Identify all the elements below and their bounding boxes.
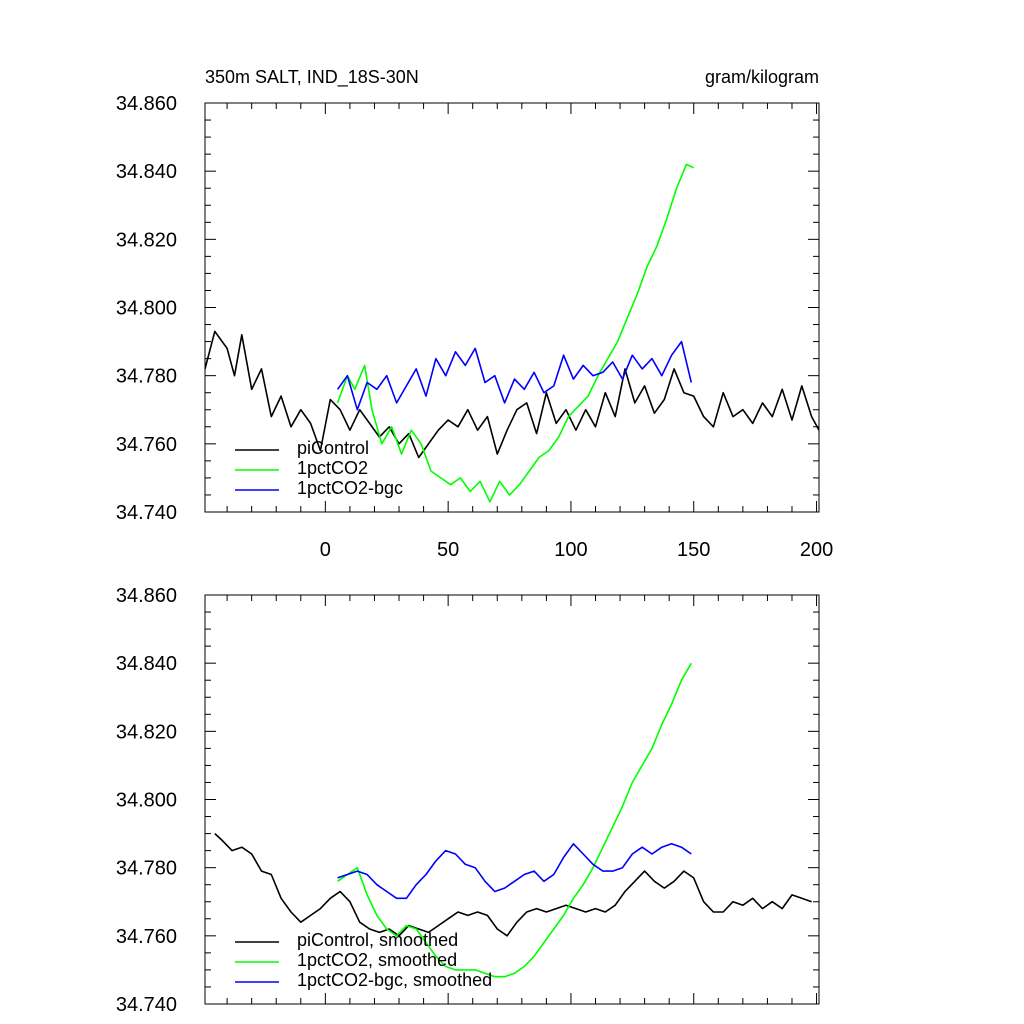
y-tick-label: 34.740 (116, 502, 177, 524)
legend-label: 1pctCO2, smoothed (297, 950, 457, 970)
y-tick-label: 34.800 (116, 790, 177, 812)
chart-title: 350m SALT, IND_18S-30N (205, 67, 419, 88)
series-line-2 (337, 662, 692, 978)
legend-label: 1pctCO2-bgc, smoothed (297, 970, 492, 990)
series-line-1 (205, 330, 819, 459)
y-tick-label: 34.860 (116, 585, 177, 607)
legend-label: 1pctCO2 (297, 458, 368, 478)
y-tick-label: 34.840 (116, 161, 177, 183)
x-tick-label: 150 (677, 539, 710, 561)
series-line-3 (337, 842, 692, 900)
series-line-3 (336, 340, 693, 411)
x-tick-label: 0 (320, 539, 331, 561)
series-line-1 (214, 833, 812, 937)
x-tick-label: 50 (437, 539, 459, 561)
plot-panel-1: 34.740 34.760 34.780 34.800 34.820 34.840 34.8… (116, 67, 833, 561)
y-tick-label: 34.760 (116, 434, 177, 456)
y-tick-label: 34.780 (116, 366, 177, 388)
plot-panel-2: 34.740 34.760 34.780 34.800 34.820 34.840 34.8… (116, 585, 820, 1016)
series-line-2 (336, 163, 695, 503)
y-tick-label: 34.840 (116, 653, 177, 675)
x-tick-label: 200 (800, 539, 833, 561)
x-tick-label: 100 (554, 539, 587, 561)
legend-label: piControl (297, 438, 369, 458)
y-tick-label: 34.820 (116, 721, 177, 743)
y-tick-label: 34.860 (116, 93, 177, 115)
y-tick-label: 34.780 (116, 858, 177, 880)
y-tick-label: 34.740 (116, 994, 177, 1016)
chart-units: gram/kilogram (705, 67, 819, 87)
y-tick-label: 34.760 (116, 926, 177, 948)
legend-label: 1pctCO2-bgc (297, 478, 403, 498)
y-tick-label: 34.800 (116, 298, 177, 320)
legend-label: piControl, smoothed (297, 930, 458, 950)
y-tick-label: 34.820 (116, 229, 177, 251)
